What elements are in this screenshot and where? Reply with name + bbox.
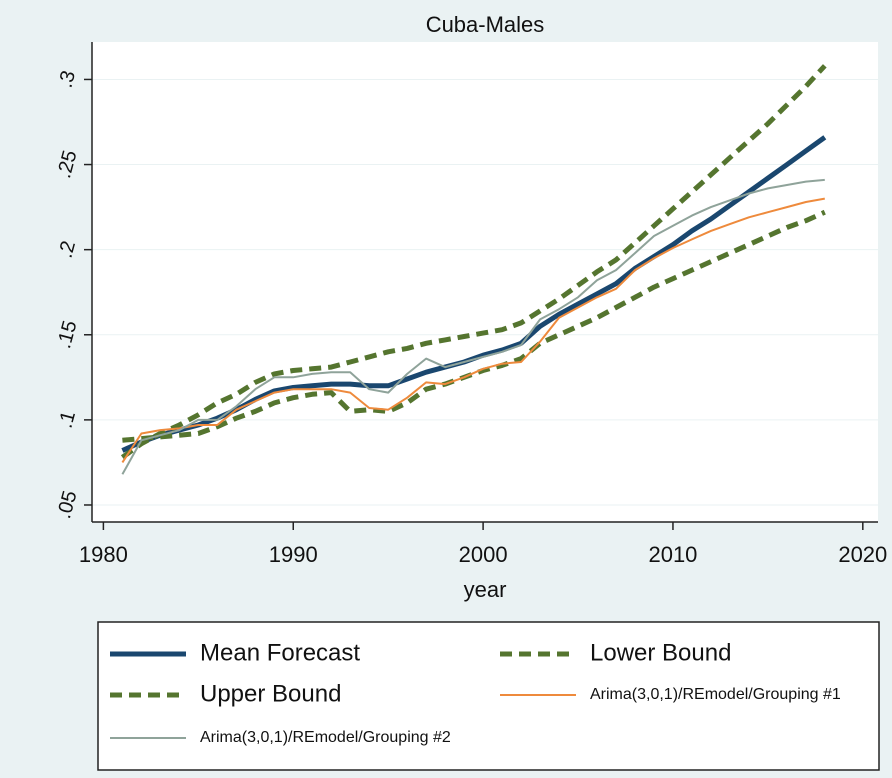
series-line xyxy=(122,209,826,443)
x-axis-label: year xyxy=(464,577,507,602)
y-tick-label: .3 xyxy=(55,68,81,90)
legend xyxy=(97,621,880,771)
y-tick-label: .25 xyxy=(53,148,81,181)
x-tick-label: 2000 xyxy=(459,542,508,567)
series-line xyxy=(121,197,825,463)
legend-label: Arima(3,0,1)/REmodel/Grouping #1 xyxy=(590,686,841,703)
y-tick-label: .2 xyxy=(55,239,81,261)
x-tick-label: 2020 xyxy=(838,542,887,567)
plot-area xyxy=(92,42,878,522)
series-line xyxy=(121,178,825,475)
y-tick-label: .15 xyxy=(53,318,81,351)
legend-label: Mean Forecast xyxy=(200,639,360,666)
series-line xyxy=(120,64,827,460)
y-tick-label: .1 xyxy=(55,409,81,431)
y-tick-label: .05 xyxy=(53,489,81,522)
legend-label: Lower Bound xyxy=(590,639,731,666)
legend-label: Arima(3,0,1)/REmodel/Grouping #2 xyxy=(200,729,451,746)
x-tick-label: 1980 xyxy=(79,542,128,567)
chart-title: Cuba-Males xyxy=(426,12,545,37)
legend-label: Upper Bound xyxy=(200,680,341,707)
x-tick-label: 1990 xyxy=(269,542,318,567)
x-tick-label: 2010 xyxy=(648,542,697,567)
